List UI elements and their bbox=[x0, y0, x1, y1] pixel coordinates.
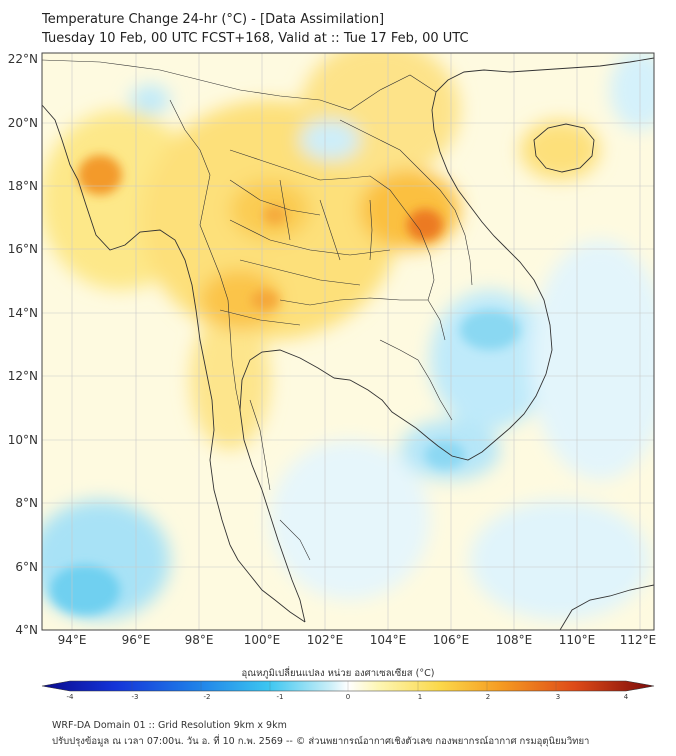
colorbar-tick: 1 bbox=[417, 693, 423, 701]
lon-label: 110°E bbox=[558, 633, 596, 647]
colorbar-tick: 2 bbox=[485, 693, 491, 701]
lat-label: 10°N bbox=[7, 433, 38, 447]
lat-label: 22°N bbox=[7, 52, 38, 66]
footer-model-info: WRF-DA Domain 01 :: Grid Resolution 9km … bbox=[52, 720, 287, 731]
lon-label: 98°E bbox=[184, 633, 214, 647]
lon-label: 112°E bbox=[619, 633, 657, 647]
lon-label: 104°E bbox=[369, 633, 407, 647]
lat-label: 20°N bbox=[7, 116, 38, 130]
lon-label: 96°E bbox=[121, 633, 151, 647]
map-frame bbox=[41, 52, 655, 631]
colorbar-title: อุณหภูมิเปลี่ยนแปลง หน่วย องศาเซลเซียส (… bbox=[241, 668, 435, 679]
map-title: Temperature Change 24-hr (°C) - [Data As… bbox=[42, 12, 385, 27]
lat-label: 14°N bbox=[7, 306, 38, 320]
colorbar-tick: 0 bbox=[345, 693, 351, 701]
colorbar-tick: -3 bbox=[131, 693, 139, 701]
lon-label: 100°E bbox=[243, 633, 281, 647]
colorbar-tick: -2 bbox=[203, 693, 211, 701]
colorbar bbox=[41, 680, 655, 692]
lon-label: 106°E bbox=[432, 633, 470, 647]
coastlines bbox=[42, 57, 654, 630]
temperature-field bbox=[42, 53, 654, 630]
lon-label: 94°E bbox=[57, 633, 87, 647]
colorbar-tick: 4 bbox=[623, 693, 629, 701]
lat-label: 16°N bbox=[7, 242, 38, 256]
lat-label: 18°N bbox=[7, 179, 38, 193]
lat-label: 4°N bbox=[15, 623, 38, 637]
map-subtitle: Tuesday 10 Feb, 00 UTC FCST+168, Valid a… bbox=[42, 31, 469, 46]
borders bbox=[42, 59, 473, 561]
lon-label: 102°E bbox=[306, 633, 344, 647]
colorbar-tick: -4 bbox=[66, 693, 74, 701]
colorbar-tick: -1 bbox=[276, 693, 284, 701]
lat-label: 8°N bbox=[15, 496, 38, 510]
colorbar-tick: 3 bbox=[555, 693, 561, 701]
lat-label: 12°N bbox=[7, 369, 38, 383]
footer-credits: ปรับปรุงข้อมูล ณ เวลา 07:00น. วัน อ. ที่… bbox=[52, 736, 590, 747]
graticule bbox=[42, 53, 654, 630]
lat-label: 6°N bbox=[15, 560, 38, 574]
lon-label: 108°E bbox=[495, 633, 533, 647]
